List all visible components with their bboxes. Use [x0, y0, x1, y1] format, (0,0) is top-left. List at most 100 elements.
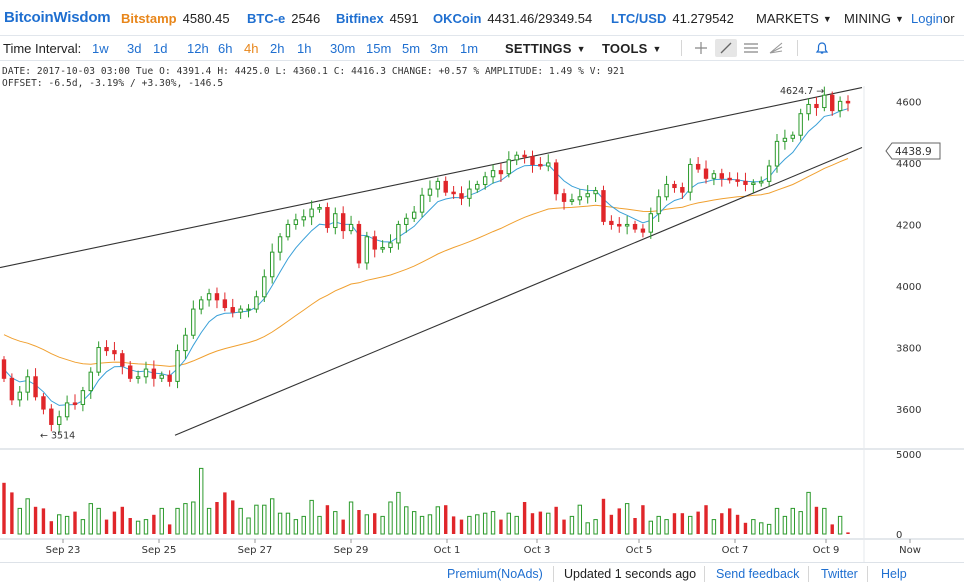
last-price-value: 4438.9	[895, 146, 932, 158]
interval-12h[interactable]: 12h	[187, 41, 209, 56]
volume-bar	[191, 501, 196, 535]
ticker-bitstamp[interactable]: Bitstamp 4580.45	[121, 11, 230, 26]
volume-bar	[490, 511, 496, 535]
candle-body	[57, 416, 62, 425]
ticker-okcoin[interactable]: OKCoin 4431.46/29349.54	[433, 11, 592, 26]
candle-body	[577, 196, 583, 201]
volume-bar	[790, 507, 795, 535]
volume-bar	[648, 520, 654, 535]
candle-body	[277, 236, 283, 253]
candle-body	[64, 402, 70, 418]
send-feedback-link[interactable]: Send feedback	[716, 567, 800, 581]
volume-bar	[254, 504, 259, 535]
ticker-btce[interactable]: BTC-e 2546	[247, 11, 320, 26]
volume-bar	[246, 517, 251, 535]
or-text: or	[943, 11, 955, 26]
mining-menu[interactable]: MINING ▼	[844, 11, 904, 26]
fan-tool-icon[interactable]	[765, 39, 787, 57]
volume-bar	[766, 523, 772, 535]
volume-bar	[341, 519, 345, 534]
candle-body	[435, 180, 441, 190]
trendline-tool-icon[interactable]	[715, 39, 737, 57]
interval-15m[interactable]: 15m	[366, 41, 392, 56]
candle-body	[830, 94, 835, 112]
crosshair-tool-icon[interactable]	[690, 39, 712, 57]
ticker-exchange: Bitstamp	[121, 11, 177, 26]
interval-1d[interactable]: 1d	[153, 41, 168, 56]
settings-menu[interactable]: SETTINGS ▼	[505, 41, 586, 56]
ticker-price: 4431.46/29349.54	[487, 11, 593, 26]
ticker-exchange: OKCoin	[433, 11, 482, 26]
price-tick-label: 4400	[896, 159, 921, 170]
candle-body	[617, 223, 622, 227]
upper-trendline	[0, 87, 863, 269]
ticker-ltcusd[interactable]: LTC/USD 41.279542	[611, 11, 734, 26]
volume-bar	[593, 519, 598, 535]
candle-body	[490, 170, 496, 178]
interval-1w[interactable]: 1w	[92, 41, 109, 56]
candle-body	[96, 347, 101, 373]
candle-body	[482, 176, 488, 185]
interval-2h[interactable]: 2h	[270, 41, 285, 56]
moving-averages	[3, 108, 849, 406]
candle-body	[719, 173, 724, 179]
volume-bar	[727, 508, 732, 534]
candle-body	[285, 223, 291, 238]
volume-bar	[569, 515, 575, 535]
high-price-annotation: 4624.7 →	[780, 86, 824, 97]
tools-menu[interactable]: TOOLS ▼	[602, 41, 662, 56]
slow-ema-line	[3, 158, 849, 367]
price-tick-label: 3600	[896, 405, 921, 416]
volume-tick-label: 0	[896, 530, 902, 541]
interval-1h[interactable]: 1h	[297, 41, 312, 56]
ticker-bitfinex[interactable]: Bitfinex 4591	[336, 11, 419, 26]
chart-annotations: 4438.9 4624.7 → ← 3514	[40, 86, 941, 442]
chevron-down-icon: ▼	[822, 14, 832, 24]
interval-30m[interactable]: 30m	[330, 41, 356, 56]
candle-body	[175, 350, 180, 382]
price-chart[interactable]: 3600 3800 4000 4200 4400 4600 0 5000 Sep 23 Sep 2…	[0, 86, 964, 562]
volume-bar	[562, 519, 566, 534]
markets-menu[interactable]: MARKETS ▼	[756, 11, 832, 26]
volume-bar	[499, 519, 503, 534]
interval-4h[interactable]: 4h	[244, 41, 259, 56]
ticker-price: 2546	[291, 11, 321, 26]
volume-bar	[759, 522, 764, 535]
ticker-price: 4580.45	[182, 11, 230, 26]
footer-divider	[867, 566, 868, 582]
fib-retracement-tool-icon[interactable]	[740, 39, 762, 57]
time-axis-label: Oct 7	[722, 545, 749, 556]
volume-bar	[277, 512, 283, 535]
toolbar-divider	[797, 40, 798, 56]
premium-link[interactable]: Premium(NoAds)	[447, 567, 543, 581]
volume-bar	[57, 514, 62, 535]
candle-body	[1, 359, 7, 379]
volume-bar	[80, 519, 86, 535]
volume-bar	[293, 519, 299, 535]
candle-body	[546, 162, 551, 167]
brand-logo[interactable]: BitcoinWisdom	[4, 9, 111, 26]
interval-1m[interactable]: 1m	[460, 41, 479, 56]
volume-bar	[530, 513, 535, 534]
volume-bar	[301, 515, 306, 535]
volume-bar	[333, 511, 338, 535]
candle-body	[451, 191, 456, 195]
candle-body	[49, 408, 54, 425]
candle-body	[798, 113, 803, 136]
login-link[interactable]: Login	[911, 11, 943, 26]
help-link[interactable]: Help	[881, 567, 907, 581]
volume-bar	[482, 512, 488, 535]
candle-body	[569, 199, 575, 202]
interval-6h[interactable]: 6h	[218, 41, 233, 56]
volume-bar	[624, 503, 630, 535]
candle-body	[246, 308, 251, 311]
volume-bar	[388, 501, 393, 535]
twitter-link[interactable]: Twitter	[821, 567, 858, 581]
interval-5m[interactable]: 5m	[402, 41, 421, 56]
bell-alert-icon[interactable]	[811, 39, 833, 57]
candlesticks	[1, 86, 851, 433]
candle-body	[269, 251, 275, 278]
volume-bar	[506, 512, 512, 535]
interval-3d[interactable]: 3d	[127, 41, 142, 56]
interval-3m[interactable]: 3m	[430, 41, 449, 56]
